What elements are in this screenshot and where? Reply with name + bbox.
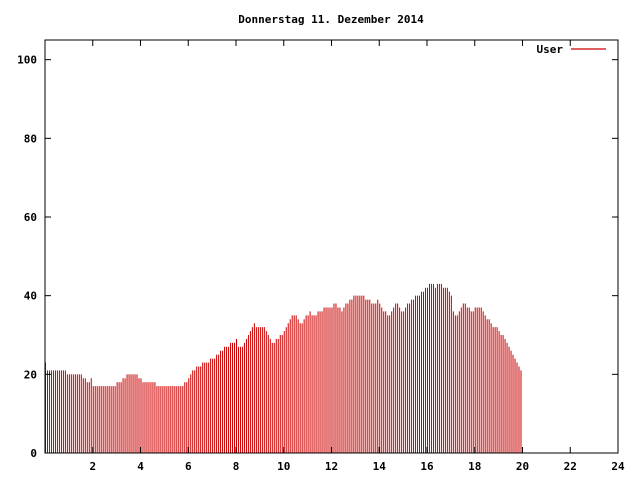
x-tick-label: 2 xyxy=(89,460,96,473)
y-tick-label: 0 xyxy=(30,447,37,460)
y-tick-label: 40 xyxy=(24,290,37,303)
x-tick-label: 14 xyxy=(373,460,387,473)
x-tick-label: 20 xyxy=(516,460,529,473)
x-tick-label: 6 xyxy=(185,460,192,473)
chart-title: Donnerstag 11. Dezember 2014 xyxy=(238,13,424,26)
x-tick-label: 10 xyxy=(277,460,290,473)
x-tick-label: 12 xyxy=(325,460,338,473)
y-tick-label: 80 xyxy=(24,132,37,145)
y-tick-label: 100 xyxy=(17,54,37,67)
legend-label-user: User xyxy=(537,43,564,56)
bars-layer xyxy=(45,283,522,453)
x-tick-label: 18 xyxy=(468,460,481,473)
y-tick-label: 60 xyxy=(24,211,37,224)
x-tick-label: 16 xyxy=(420,460,434,473)
x-tick-label: 22 xyxy=(564,460,577,473)
x-tick-label: 24 xyxy=(611,460,625,473)
x-tick-label: 4 xyxy=(137,460,144,473)
y-tick-label: 20 xyxy=(24,368,37,381)
x-tick-label: 8 xyxy=(233,460,240,473)
legend: User xyxy=(537,43,606,56)
